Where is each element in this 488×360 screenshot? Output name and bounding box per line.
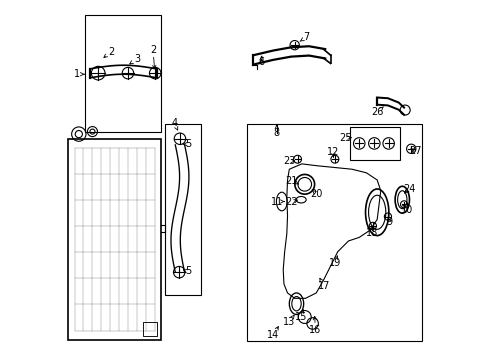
Text: 24: 24 bbox=[403, 184, 415, 194]
Text: 16: 16 bbox=[309, 325, 321, 335]
Text: 2: 2 bbox=[108, 46, 114, 57]
Text: 23: 23 bbox=[282, 156, 295, 166]
Text: 22: 22 bbox=[285, 197, 298, 207]
Text: 3: 3 bbox=[134, 54, 140, 64]
Text: 27: 27 bbox=[409, 146, 421, 156]
Text: 25: 25 bbox=[339, 133, 351, 143]
Text: 15: 15 bbox=[294, 312, 306, 322]
Text: 19: 19 bbox=[328, 258, 340, 268]
Text: 18: 18 bbox=[365, 228, 377, 238]
Text: 6: 6 bbox=[258, 57, 264, 67]
Bar bbox=[85, 15, 161, 132]
Text: 7: 7 bbox=[303, 32, 309, 42]
Text: 2: 2 bbox=[150, 45, 156, 55]
Text: 11: 11 bbox=[270, 197, 283, 207]
Text: 5: 5 bbox=[184, 139, 191, 149]
Text: 9: 9 bbox=[386, 217, 392, 227]
Text: 26: 26 bbox=[371, 107, 383, 117]
Text: 14: 14 bbox=[266, 330, 279, 340]
Text: 13: 13 bbox=[283, 317, 295, 327]
Text: 5: 5 bbox=[184, 266, 191, 276]
Bar bbox=[247, 125, 421, 341]
Text: 12: 12 bbox=[326, 147, 339, 157]
Text: 20: 20 bbox=[309, 189, 322, 199]
Bar bbox=[349, 127, 400, 160]
Text: 4: 4 bbox=[171, 118, 177, 128]
Text: 17: 17 bbox=[317, 281, 329, 291]
Bar bbox=[143, 322, 157, 336]
Text: 21: 21 bbox=[285, 176, 297, 186]
Bar bbox=[164, 125, 201, 295]
Text: 10: 10 bbox=[400, 206, 412, 216]
Text: 8: 8 bbox=[273, 129, 279, 138]
Bar bbox=[68, 139, 161, 339]
Text: 1: 1 bbox=[74, 69, 80, 79]
